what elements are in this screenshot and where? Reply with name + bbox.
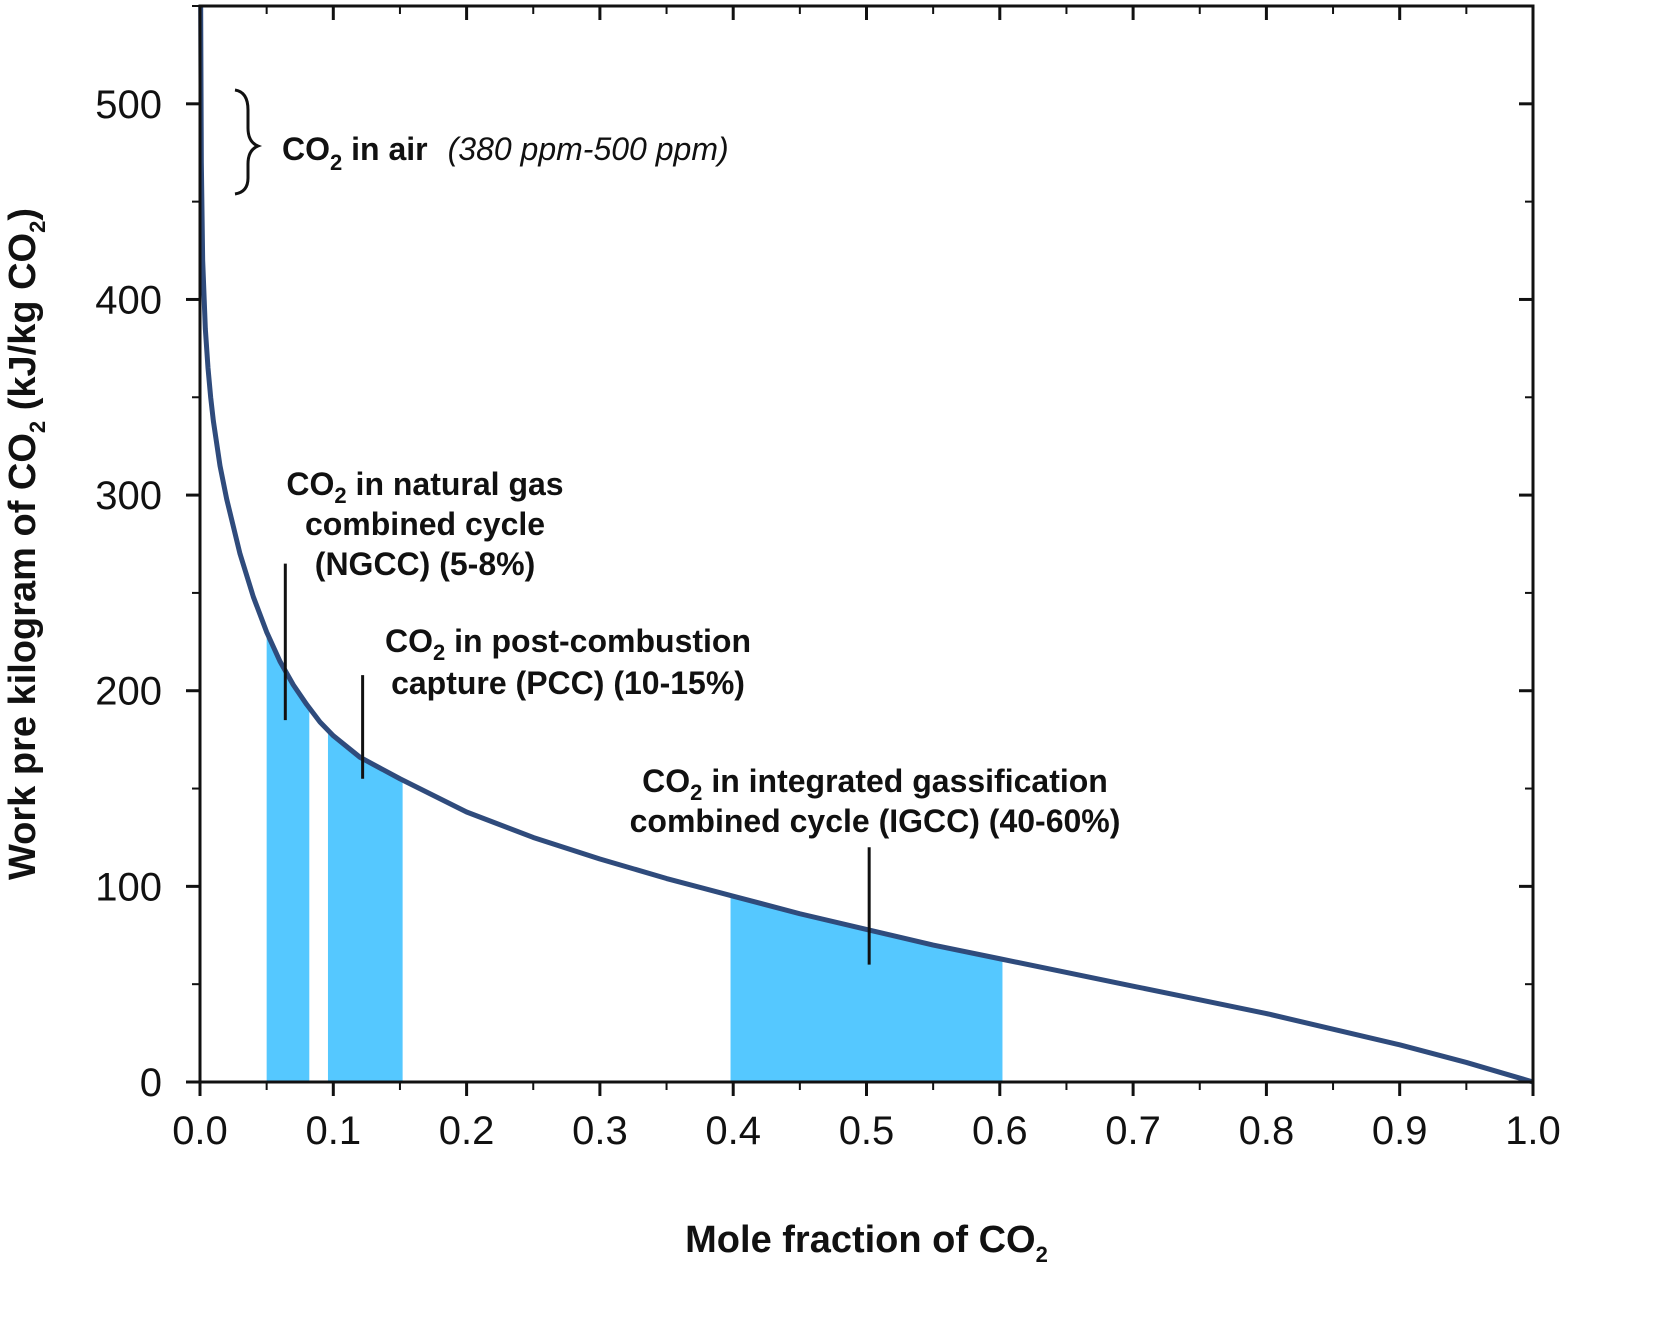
x-axis-ticks: 0.0 0.1 0.2 0.3 0.4 0.5 0.6 0.7 0.8 0.9 1.0 <box>172 6 1561 1153</box>
annotation-ngcc-rest: in natural gas <box>347 466 564 502</box>
x-tick-label: 0.0 <box>172 1109 228 1153</box>
x-tick-label: 0.7 <box>1105 1109 1161 1153</box>
y-axis-title-part1: Work pre kilogram of CO <box>2 433 44 880</box>
x-axis-title-sub: 2 <box>1036 1242 1048 1267</box>
x-tick-label: 0.2 <box>439 1109 495 1153</box>
x-tick-label: 0.8 <box>1239 1109 1295 1153</box>
y-tick-label: 0 <box>140 1061 162 1105</box>
annotation-igcc-line1: CO2 in integrated gassification <box>642 763 1108 805</box>
annotation-air: CO2 in air (380 ppm-500 ppm) <box>282 131 729 175</box>
annotation-air-co: CO <box>282 131 330 167</box>
x-tick-label: 0.5 <box>839 1109 895 1153</box>
y-tick-label: 500 <box>95 83 162 127</box>
y-axis-title-part3: ) <box>2 208 44 221</box>
annotation-ngcc-sub: 2 <box>334 483 346 508</box>
y-tick-label: 300 <box>95 474 162 518</box>
y-axis-title-sub1: 2 <box>25 421 50 433</box>
x-tick-label: 1.0 <box>1505 1109 1561 1153</box>
annotation-ngcc-line3: (NGCC) (5-8%) <box>315 546 535 582</box>
y-axis-ticks: 0 100 200 300 400 500 <box>95 5 1533 1105</box>
y-axis-title-sub2: 2 <box>25 221 50 233</box>
shaded-regions <box>266 632 1003 1082</box>
x-tick-label: 0.6 <box>972 1109 1028 1153</box>
annotation-pcc-line1: CO2 in post-combustion <box>385 623 751 665</box>
annotation-pcc-rest: in post-combustion <box>445 623 751 659</box>
y-tick-label: 200 <box>95 670 162 714</box>
y-tick-label: 100 <box>95 865 162 909</box>
annotation-igcc-line2: combined cycle (IGCC) (40-60%) <box>630 803 1121 839</box>
shaded-region-1 <box>266 632 310 1082</box>
x-tick-label: 0.9 <box>1372 1109 1428 1153</box>
annotation-ngcc-line2: combined cycle <box>305 506 545 542</box>
shaded-region-2 <box>327 730 403 1082</box>
annotation-ngcc-line1: CO2 in natural gas <box>286 466 563 508</box>
x-axis-title-main: Mole fraction of CO <box>685 1219 1035 1261</box>
annotation-pcc-co: CO <box>385 623 433 659</box>
x-tick-label: 0.4 <box>705 1109 761 1153</box>
annotation-air-tail: in air <box>342 131 427 167</box>
annotation-ngcc-co: CO <box>286 466 334 502</box>
x-axis-title: Mole fraction of CO2 <box>685 1219 1048 1267</box>
air-brace <box>234 88 263 196</box>
y-tick-label: 400 <box>95 278 162 322</box>
annotation-pointers <box>283 563 871 965</box>
y-axis-title: Work pre kilogram of CO2 (kJ/kg CO2) <box>2 208 50 880</box>
annotation-air-range: (380 ppm-500 ppm) <box>448 131 729 167</box>
x-tick-label: 0.3 <box>572 1109 628 1153</box>
annotation-pcc-line2: capture (PCC) (10-15%) <box>391 665 745 701</box>
work-curve-line <box>198 5 1534 1085</box>
x-tick-label: 0.1 <box>305 1109 361 1153</box>
annotation-igcc-rest: in integrated gassification <box>702 763 1107 799</box>
annotation-pcc-sub: 2 <box>433 640 445 665</box>
annotation-air-sub: 2 <box>330 150 342 175</box>
y-axis-title-part2: (kJ/kg CO <box>2 233 44 421</box>
annotation-igcc-co: CO <box>642 763 690 799</box>
annotation-igcc-sub: 2 <box>690 780 702 805</box>
shaded-region-3 <box>730 895 1003 1082</box>
